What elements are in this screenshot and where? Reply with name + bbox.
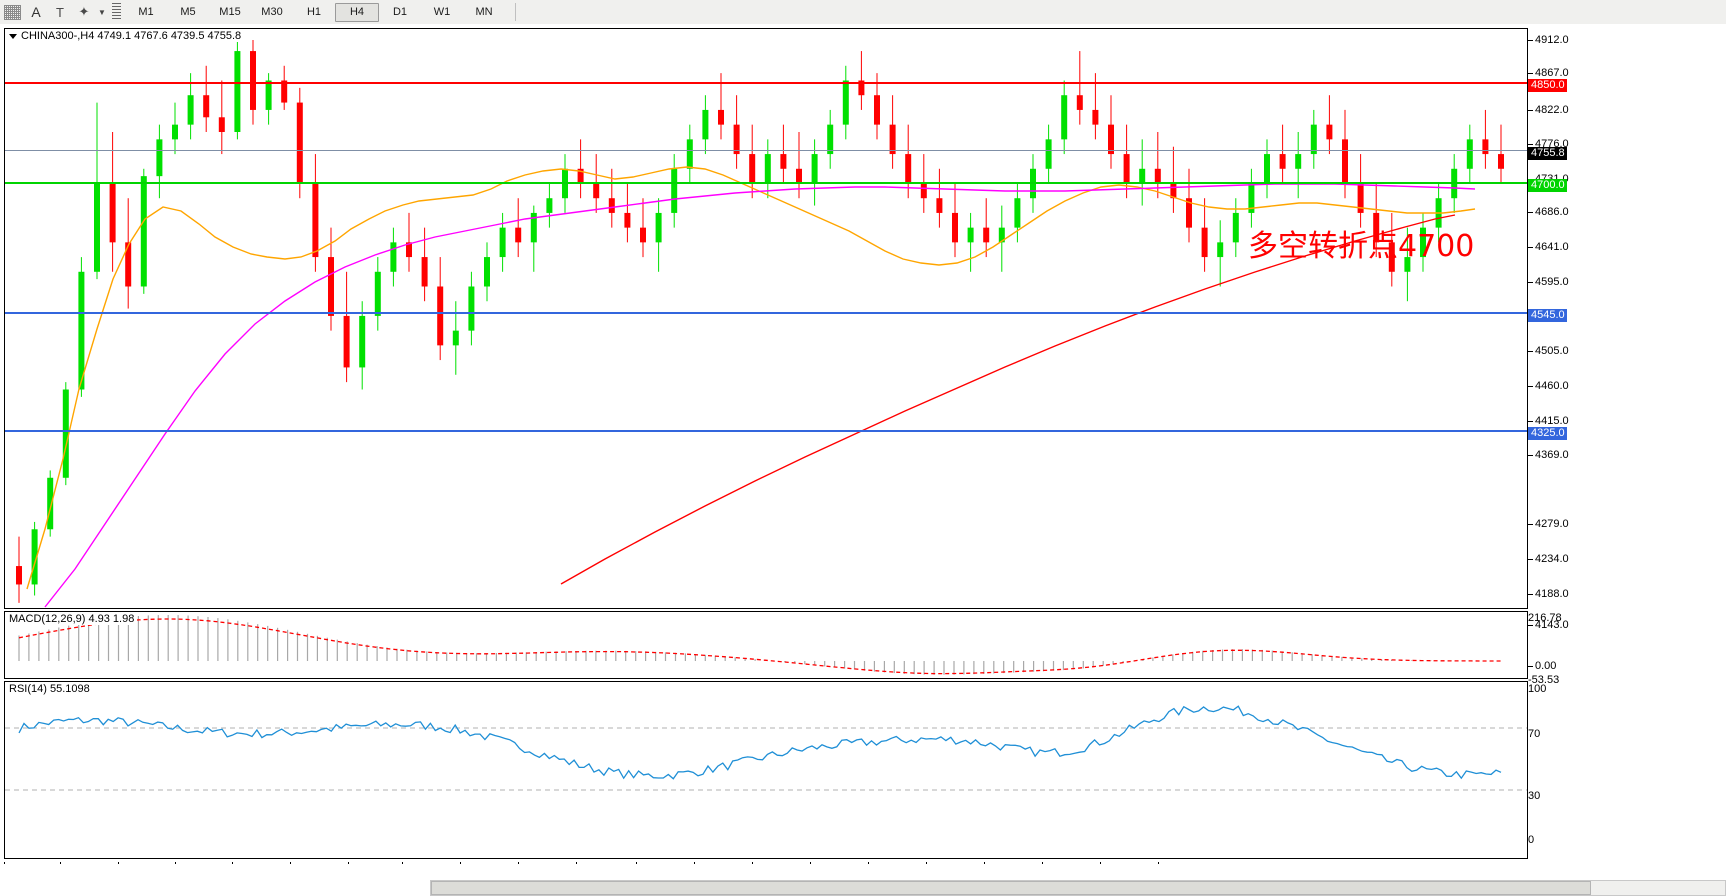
timeframe-h4[interactable]: H4 bbox=[335, 2, 379, 22]
timeframe-m30[interactable]: M30 bbox=[261, 6, 283, 18]
ruler-icon bbox=[112, 3, 121, 21]
price-tick: 4415.0 bbox=[1528, 415, 1569, 427]
macd-svg bbox=[18, 615, 1502, 675]
price-tick-label: 4641.0 bbox=[1535, 241, 1569, 253]
text-box-icon[interactable]: T bbox=[48, 2, 72, 22]
rsi-line bbox=[18, 705, 1502, 780]
timeframe-mn[interactable]: MN bbox=[475, 6, 493, 18]
price-tick: 4686.0 bbox=[1528, 206, 1569, 218]
price-tick: 4641.0 bbox=[1528, 241, 1569, 253]
price-tick: 4595.0 bbox=[1528, 276, 1569, 288]
ma-red-long-line bbox=[560, 214, 1456, 585]
toolbar-divider bbox=[515, 3, 516, 21]
price-tick-label: 4279.0 bbox=[1535, 518, 1569, 530]
macd-scale-tick: 216.78 bbox=[1528, 612, 1562, 624]
price-panel[interactable]: CHINA300-,H4 4749.1 4767.6 4739.5 4755.8… bbox=[4, 28, 1528, 609]
macd-scale-label: 0.00 bbox=[1535, 660, 1557, 672]
timeframe-m1[interactable]: M1 bbox=[138, 6, 154, 18]
level-line-current-price bbox=[5, 150, 1527, 151]
price-tick: 4460.0 bbox=[1528, 380, 1569, 392]
price-tick-label: 4188.0 bbox=[1535, 588, 1569, 600]
price-tick-label: 4415.0 bbox=[1535, 415, 1569, 427]
level-line-support-4325 bbox=[5, 430, 1527, 432]
price-tick: 4279.0 bbox=[1528, 518, 1569, 530]
price-tick-label: 4912.0 bbox=[1535, 34, 1569, 46]
timeframe-d1[interactable]: D1 bbox=[392, 6, 408, 18]
candlestick-series bbox=[16, 36, 1504, 603]
timeframe-m15[interactable]: M15 bbox=[219, 6, 241, 18]
price-tag-resistance: 4850.0 bbox=[1528, 79, 1567, 92]
macd-scale-tick: 0.00 bbox=[1528, 660, 1556, 672]
price-scale[interactable]: 4912.0 4867.0 4822.0 4776.0 4731.0 4686.… bbox=[1528, 28, 1726, 859]
objects-icon[interactable]: ✦ bbox=[78, 4, 90, 19]
symbol-header: CHINA300-,H4 4749.1 4767.6 4739.5 4755.8 bbox=[9, 30, 245, 42]
price-tick-label: 4686.0 bbox=[1535, 206, 1569, 218]
rsi-svg bbox=[5, 705, 1527, 791]
price-tick: 4188.0 bbox=[1528, 588, 1569, 600]
macd-histogram bbox=[18, 615, 1472, 675]
symbol-caret-icon[interactable] bbox=[9, 33, 17, 39]
chart-annotation-text: 多空转折点4700 bbox=[1248, 229, 1475, 264]
price-tick: 4505.0 bbox=[1528, 345, 1569, 357]
price-tick-label: 4369.0 bbox=[1535, 449, 1569, 461]
scrollbar-thumb[interactable] bbox=[431, 881, 1591, 895]
price-tick-label: 4505.0 bbox=[1535, 345, 1569, 357]
price-tick: 4822.0 bbox=[1528, 104, 1569, 116]
price-tick: 4369.0 bbox=[1528, 449, 1569, 461]
rsi-label: RSI(14) 55.1098 bbox=[9, 683, 93, 695]
chart-area[interactable]: CHINA300-,H4 4749.1 4767.6 4739.5 4755.8… bbox=[0, 24, 1726, 896]
timeframe-h1[interactable]: H1 bbox=[306, 6, 322, 18]
rsi-scale-tick: 0 bbox=[1528, 834, 1534, 846]
crosshair-grid-glyph bbox=[3, 4, 21, 20]
crosshair-grid-icon[interactable] bbox=[0, 2, 24, 22]
price-tick-label: 4460.0 bbox=[1535, 380, 1569, 392]
macd-scale-tick: -53.53 bbox=[1528, 674, 1559, 686]
macd-signal-line bbox=[18, 618, 1502, 675]
symbol-header-text: CHINA300-,H4 4749.1 4767.6 4739.5 4755.8 bbox=[21, 30, 242, 42]
timeframe-w1[interactable]: W1 bbox=[433, 6, 451, 18]
price-tick: 4867.0 bbox=[1528, 67, 1569, 79]
rsi-scale-label: 0 bbox=[1528, 834, 1535, 846]
price-tick-label: 4143.0 bbox=[1535, 619, 1569, 631]
level-line-resistance-4850 bbox=[5, 82, 1527, 84]
horizontal-scrollbar[interactable] bbox=[430, 880, 1726, 896]
price-tick-label: 4867.0 bbox=[1535, 67, 1569, 79]
price-candlestick-svg bbox=[16, 36, 1504, 608]
macd-scale-label: 216.78 bbox=[1528, 612, 1562, 624]
price-tick-label: 4595.0 bbox=[1535, 276, 1569, 288]
price-tick: 4143.0 bbox=[1528, 619, 1569, 631]
rsi-scale-label: 30 bbox=[1528, 790, 1541, 802]
dropdown-caret-icon[interactable]: ▼ bbox=[98, 7, 106, 17]
level-line-pivot-4700 bbox=[5, 182, 1527, 184]
price-tag-current: 4755.8 bbox=[1528, 147, 1567, 160]
price-tick-label: 4822.0 bbox=[1535, 104, 1569, 116]
rsi-scale-tick: 30 bbox=[1528, 790, 1540, 802]
price-tag-pivot: 4700.0 bbox=[1528, 179, 1567, 192]
macd-panel[interactable]: MACD(12,26,9) 4.93 1.98 bbox=[4, 611, 1528, 679]
rsi-scale-label: 70 bbox=[1528, 728, 1541, 740]
rsi-scale-label: 100 bbox=[1528, 683, 1547, 695]
price-tag-support-4545: 4545.0 bbox=[1528, 309, 1567, 322]
rsi-panel[interactable]: RSI(14) 55.1098 bbox=[4, 681, 1528, 859]
timeframe-group: M1 M5 M15 M30 H1 H4 D1 W1 MN bbox=[125, 2, 505, 22]
price-tick: 4234.0 bbox=[1528, 553, 1569, 565]
rsi-scale-tick: 100 bbox=[1528, 683, 1546, 695]
level-line-support-4545 bbox=[5, 312, 1527, 314]
main-toolbar: A T ✦ ▼ M1 M5 M15 M30 H1 H4 D1 W1 MN bbox=[0, 0, 1726, 25]
macd-label: MACD(12,26,9) 4.93 1.98 bbox=[9, 613, 138, 625]
text-label-icon[interactable]: A bbox=[31, 4, 41, 20]
macd-scale-label: -53.53 bbox=[1528, 674, 1560, 686]
text-box-glyph: T bbox=[56, 4, 64, 20]
price-tick: 4912.0 bbox=[1528, 34, 1569, 46]
rsi-scale-tick: 70 bbox=[1528, 728, 1540, 740]
price-tag-support-4325: 4325.0 bbox=[1528, 427, 1567, 440]
price-tick-label: 4234.0 bbox=[1535, 553, 1569, 565]
timeframe-m5[interactable]: M5 bbox=[180, 6, 196, 18]
ma-magenta-line bbox=[44, 183, 1476, 608]
